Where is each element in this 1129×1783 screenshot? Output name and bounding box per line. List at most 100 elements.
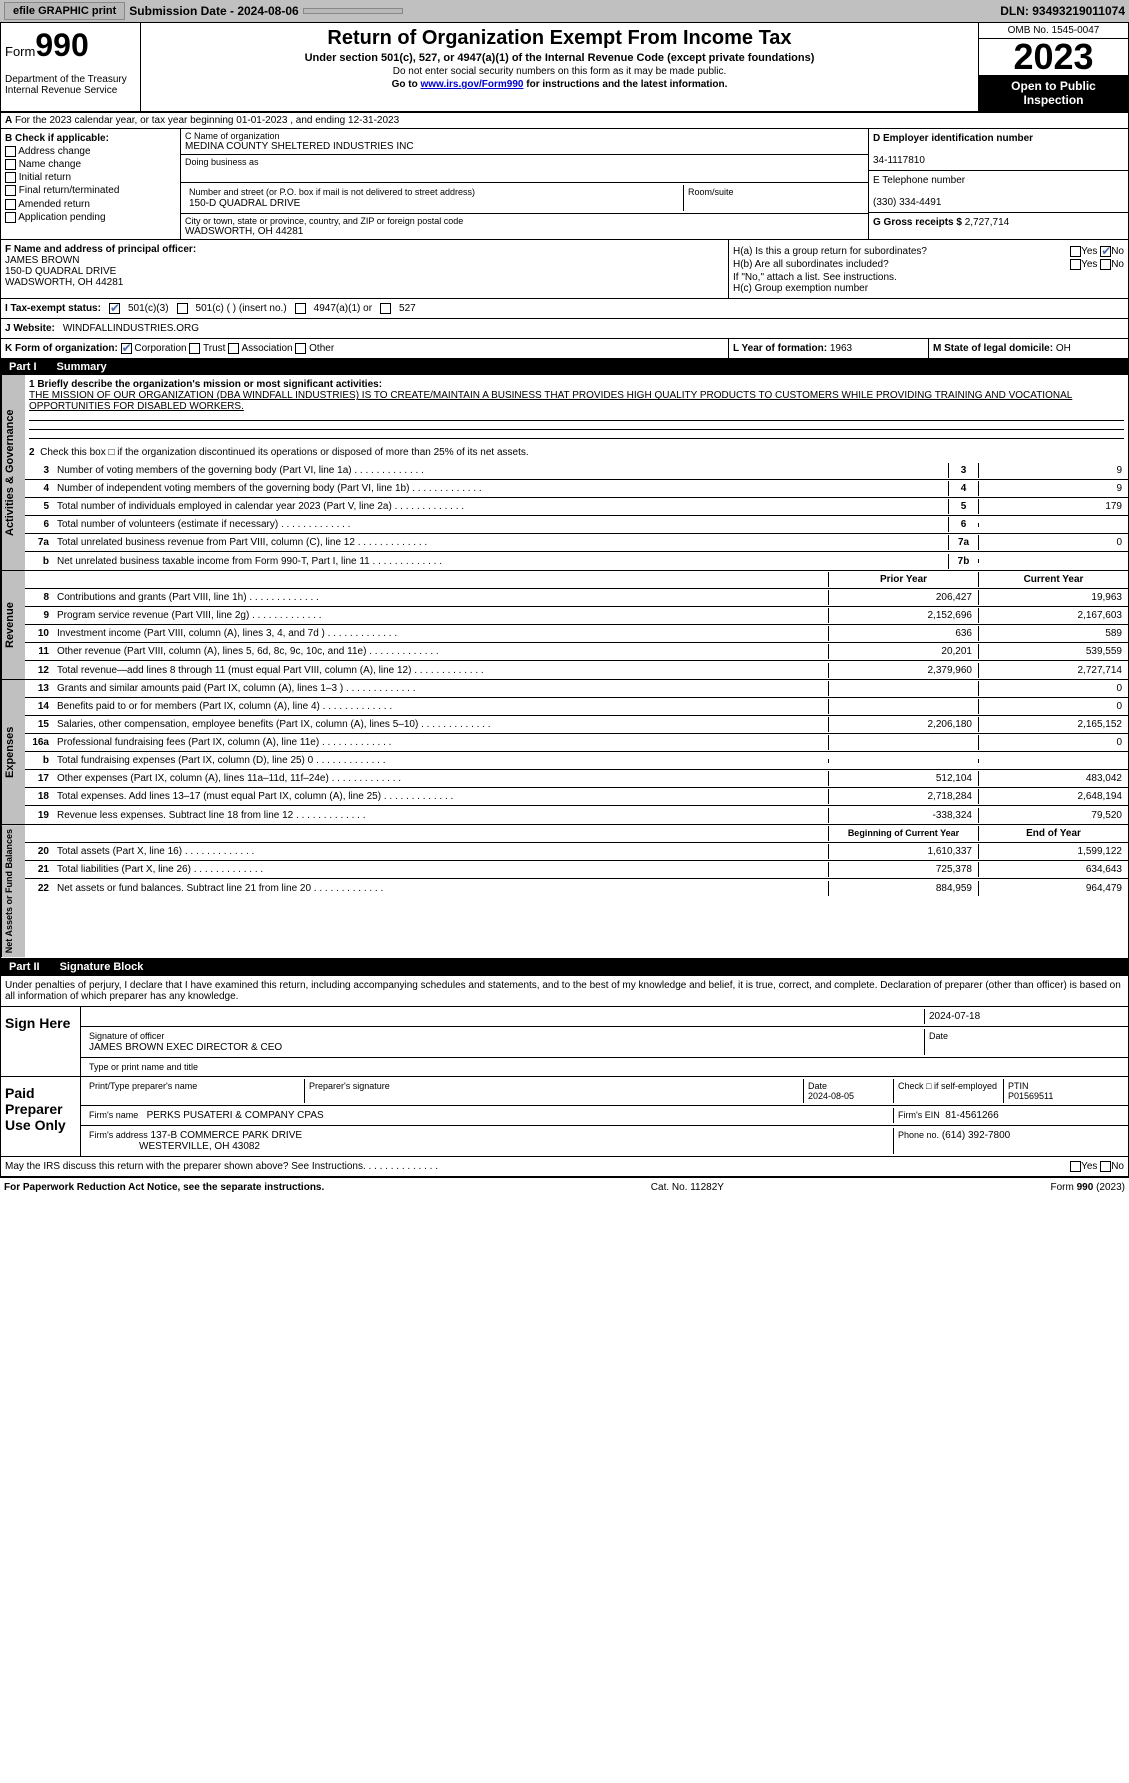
part1-exp: Expenses 13Grants and similar amounts pa…: [1, 680, 1128, 825]
app-pending-label: Application pending: [18, 212, 105, 223]
form-number: 990: [35, 27, 88, 63]
app-pending-check[interactable]: Application pending: [5, 212, 176, 223]
final-return-check[interactable]: Final return/terminated: [5, 185, 176, 196]
part1-header: Part I Summary: [1, 359, 1128, 375]
sign-here-row: Sign Here 2024-07-18 Signature of office…: [1, 1006, 1128, 1076]
signature-block: Under penalties of perjury, I declare th…: [0, 976, 1129, 1177]
addr-change-check[interactable]: Address change: [5, 146, 176, 157]
officer-label: F Name and address of principal officer:: [5, 244, 196, 255]
year-formation-label: L Year of formation:: [733, 343, 827, 354]
officer-addr1: 150-D QUADRAL DRIVE: [5, 266, 116, 277]
header-right: OMB No. 1545-0047 2023 Open to Public In…: [978, 23, 1128, 111]
discuss-yes-check[interactable]: [1070, 1161, 1081, 1172]
firm-name-label: Firm's name: [89, 1110, 138, 1120]
header-left: Form990 Department of the Treasury Inter…: [1, 23, 141, 111]
data-line: 18Total expenses. Add lines 13–17 (must …: [25, 788, 1128, 806]
firm-phone: (614) 392-7800: [942, 1130, 1010, 1141]
4947-check[interactable]: [295, 303, 306, 314]
row-klm: K Form of organization: Corporation Trus…: [1, 339, 1128, 359]
dropdown-button[interactable]: [303, 8, 403, 14]
discuss-row: May the IRS discuss this return with the…: [1, 1156, 1128, 1176]
prep-name-label: Print/Type preparer's name: [85, 1079, 305, 1103]
assoc-check[interactable]: [228, 343, 239, 354]
part1-net: Net Assets or Fund Balances Beginning of…: [1, 825, 1128, 958]
vtab-netassets: Net Assets or Fund Balances: [1, 825, 25, 957]
data-line: 12Total revenue—add lines 8 through 11 (…: [25, 661, 1128, 679]
hb-note: If "No," attach a list. See instructions…: [733, 272, 1124, 283]
box-c: C Name of organizationMEDINA COUNTY SHEL…: [181, 129, 868, 239]
data-line: 14Benefits paid to or for members (Part …: [25, 698, 1128, 716]
begin-year-header: Beginning of Current Year: [828, 826, 978, 841]
tax-year: 2023: [979, 39, 1128, 75]
corp-label: Corporation: [134, 343, 186, 354]
ein-label: D Employer identification number: [873, 133, 1033, 144]
other-label: Other: [309, 343, 334, 354]
suite-label: Room/suite: [688, 187, 734, 197]
discuss-no-check[interactable]: [1100, 1161, 1111, 1172]
gov-line: 7aTotal unrelated business revenue from …: [25, 534, 1128, 552]
part1-rev: Revenue Prior YearCurrent Year 8Contribu…: [1, 571, 1128, 680]
q1-label: 1 Briefly describe the organization's mi…: [29, 379, 382, 390]
efile-button[interactable]: efile GRAPHIC print: [4, 2, 125, 20]
gross-receipts: 2,727,714: [965, 217, 1010, 228]
501c3-label: 501(c)(3): [128, 303, 169, 314]
data-line: bTotal fundraising expenses (Part IX, co…: [25, 752, 1128, 770]
data-line: 20Total assets (Part X, line 16)1,610,33…: [25, 843, 1128, 861]
footer-right: Form 990 (2023): [1051, 1182, 1125, 1193]
paid-label: Paid Preparer Use Only: [1, 1077, 81, 1156]
gross-label: G Gross receipts $: [873, 217, 962, 228]
hb-label: H(b) Are all subordinates included?: [733, 259, 889, 270]
domicile-label: M State of legal domicile:: [933, 343, 1053, 354]
box-de: D Employer identification number34-11178…: [868, 129, 1128, 239]
net-header: Beginning of Current YearEnd of Year: [25, 825, 1128, 843]
year-formation: 1963: [830, 343, 852, 354]
addr-change-label: Address change: [18, 146, 90, 157]
name-change-check[interactable]: Name change: [5, 159, 176, 170]
rev-header: Prior YearCurrent Year: [25, 571, 1128, 589]
firm-phone-label: Phone no.: [898, 1130, 939, 1140]
data-line: 21Total liabilities (Part X, line 26)725…: [25, 861, 1128, 879]
irs-link[interactable]: www.irs.gov/Form990: [420, 79, 523, 90]
assoc-label: Association: [241, 343, 292, 354]
corp-check[interactable]: [121, 343, 132, 354]
data-line: 15Salaries, other compensation, employee…: [25, 716, 1128, 734]
firm-ein: 81-4561266: [945, 1110, 998, 1121]
phone: (330) 334-4491: [873, 197, 941, 208]
sig-officer-label: Signature of officer: [89, 1031, 164, 1041]
declaration-text: Under penalties of perjury, I declare th…: [1, 976, 1128, 1006]
goto-post: for instructions and the latest informat…: [523, 79, 727, 90]
box-b: B Check if applicable: Address change Na…: [1, 129, 181, 239]
ptin-label: PTIN: [1008, 1081, 1029, 1091]
part2-header: Part II Signature Block: [1, 959, 1128, 975]
initial-return-check[interactable]: Initial return: [5, 172, 176, 183]
row-i: I Tax-exempt status: 501(c)(3) 501(c) ( …: [1, 299, 1128, 319]
officer-addr2: WADSWORTH, OH 44281: [5, 277, 123, 288]
data-line: 19Revenue less expenses. Subtract line 1…: [25, 806, 1128, 824]
part1-gov: Activities & Governance 1 Briefly descri…: [1, 375, 1128, 571]
data-line: 22Net assets or fund balances. Subtract …: [25, 879, 1128, 897]
form-subtitle: Under section 501(c), 527, or 4947(a)(1)…: [145, 52, 974, 64]
trust-check[interactable]: [189, 343, 200, 354]
prep-sig-label: Preparer's signature: [305, 1079, 804, 1103]
amended-label: Amended return: [18, 199, 90, 210]
other-check[interactable]: [295, 343, 306, 354]
part1-name: Summary: [57, 361, 107, 373]
self-emp-label: Check □ if self-employed: [894, 1079, 1004, 1103]
amended-check[interactable]: Amended return: [5, 199, 176, 210]
row-a-text: For the 2023 calendar year, or tax year …: [15, 115, 399, 126]
org-name-label: C Name of organization: [185, 131, 864, 141]
501c3-check[interactable]: [109, 303, 120, 314]
501c-check[interactable]: [177, 303, 188, 314]
current-year-header: Current Year: [978, 572, 1128, 587]
527-check[interactable]: [380, 303, 391, 314]
paid-preparer-row: Paid Preparer Use Only Print/Type prepar…: [1, 1076, 1128, 1156]
street: 150-D QUADRAL DRIVE: [189, 198, 300, 209]
q2-text: Check this box □ if the organization dis…: [40, 447, 529, 458]
form-org-label: K Form of organization:: [5, 343, 118, 354]
org-name: MEDINA COUNTY SHELTERED INDUSTRIES INC: [185, 141, 864, 152]
box-f: F Name and address of principal officer:…: [1, 240, 728, 298]
data-line: 17Other expenses (Part IX, column (A), l…: [25, 770, 1128, 788]
street-label: Number and street (or P.O. box if mail i…: [189, 187, 475, 197]
prep-date-label: Date: [808, 1081, 827, 1091]
footer-mid: Cat. No. 11282Y: [651, 1182, 724, 1193]
